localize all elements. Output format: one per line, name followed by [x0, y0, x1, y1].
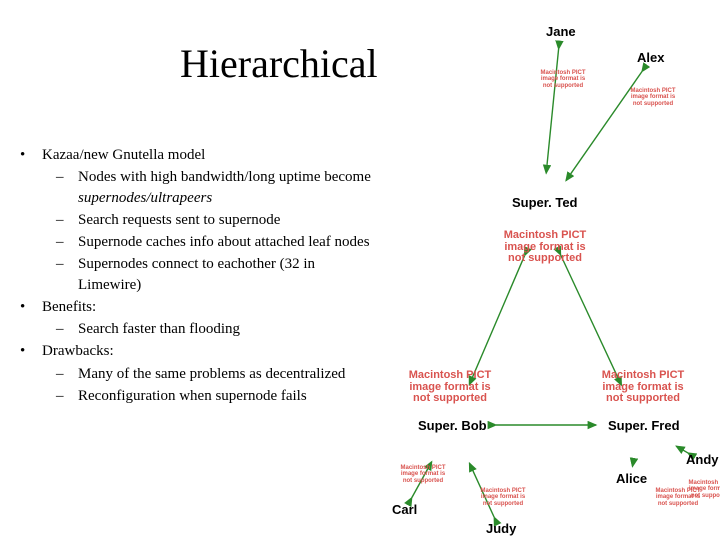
bullet-text: Many of the same problems as decentraliz…: [78, 364, 345, 384]
bullet-text: Search faster than flooding: [78, 319, 240, 339]
node-superfred: Super. Fred: [608, 418, 680, 433]
bullet-subitem: –Reconfiguration when supernode fails: [20, 386, 380, 406]
node-superted: Super. Ted: [512, 195, 578, 210]
pict-placeholder-icon: Macintosh PICT image format is not suppo…: [688, 480, 720, 499]
bullet-text: Benefits:: [42, 297, 96, 317]
pict-placeholder-icon: Macintosh PICT image format is not suppo…: [540, 70, 586, 89]
bullet-item: •Benefits:: [20, 297, 380, 317]
bullet-text: Search requests sent to supernode: [78, 210, 280, 230]
bullet-text: Supernode caches info about attached lea…: [78, 232, 370, 252]
bullet-text: Reconfiguration when supernode fails: [78, 386, 307, 406]
bullet-subitem: –Search faster than flooding: [20, 319, 380, 339]
bullet-text: Supernodes connect to eachother (32 in L…: [78, 254, 380, 295]
bullet-subitem: –Supernodes connect to eachother (32 in …: [20, 254, 380, 295]
bullet-text: Nodes with high bandwidth/long uptime be…: [78, 167, 380, 208]
bullet-text: Kazaa/new Gnutella model: [42, 145, 205, 165]
slide-title: Hierarchical: [180, 40, 378, 87]
bullet-item: •Drawbacks:: [20, 341, 380, 361]
bullet-content: •Kazaa/new Gnutella model –Nodes with hi…: [20, 145, 380, 408]
node-superbob: Super. Bob: [418, 418, 487, 433]
pict-placeholder-icon: Macintosh PICT image format is not suppo…: [480, 488, 526, 507]
pict-placeholder-icon: Macintosh PICT image format is not suppo…: [593, 370, 693, 405]
bullet-subitem: –Many of the same problems as decentrali…: [20, 364, 380, 384]
pict-placeholder-icon: Macintosh PICT image format is not suppo…: [630, 88, 676, 107]
node-andy: Andy: [686, 452, 719, 467]
bullet-subitem: –Nodes with high bandwidth/long uptime b…: [20, 167, 380, 208]
node-judy: Judy: [486, 521, 516, 536]
bullet-subitem: –Supernode caches info about attached le…: [20, 232, 380, 252]
pict-placeholder-icon: Macintosh PICT image format is not suppo…: [400, 370, 500, 405]
node-carl: Carl: [392, 502, 417, 517]
bullet-text: Drawbacks:: [42, 341, 114, 361]
pict-placeholder-icon: Macintosh PICT image format is not suppo…: [400, 465, 446, 484]
bullet-subitem: –Search requests sent to supernode: [20, 210, 380, 230]
node-alex: Alex: [637, 50, 664, 65]
node-jane: Jane: [546, 24, 576, 39]
node-alice: Alice: [616, 471, 647, 486]
bullet-item: •Kazaa/new Gnutella model: [20, 145, 380, 165]
pict-placeholder-icon: Macintosh PICT image format is not suppo…: [495, 230, 595, 265]
